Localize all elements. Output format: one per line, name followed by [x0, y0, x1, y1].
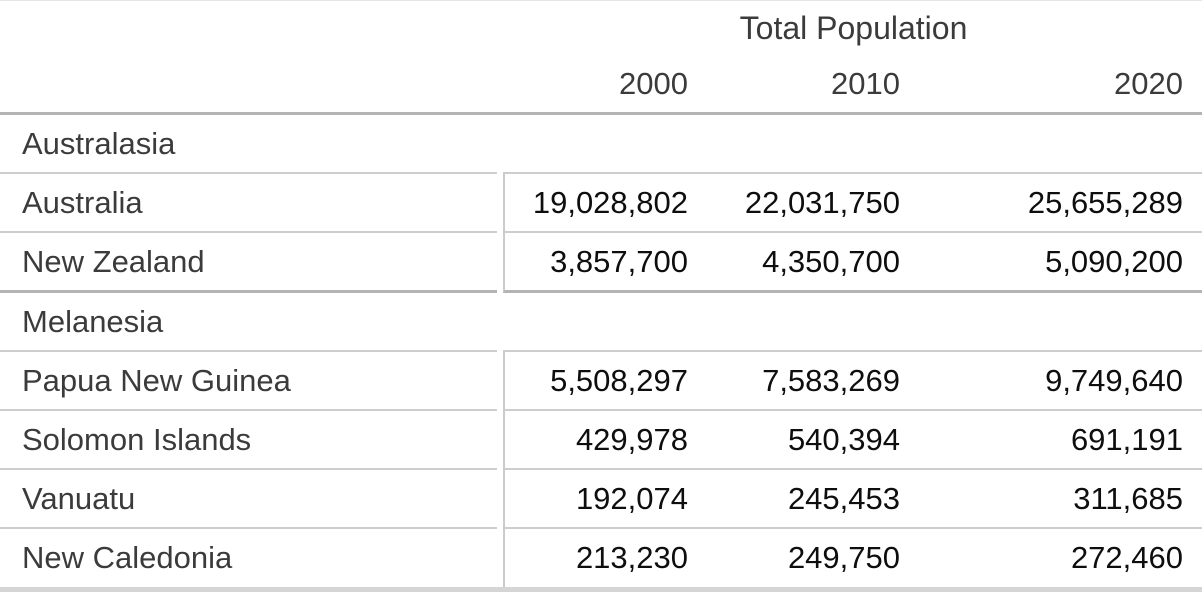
row-label: Vanuatu [0, 470, 497, 529]
row-label: Solomon Islands [0, 411, 497, 470]
value-2010: 540,394 [787, 421, 900, 457]
table-row-vanuatu: Vanuatu 192,074 245,453 311,685 [0, 470, 1202, 529]
value-2000: 429,978 [575, 421, 688, 457]
value-2010: 249,750 [787, 540, 900, 575]
table-row-new-caledonia: New Caledonia 213,230 249,750 272,460 [0, 529, 1202, 587]
row-values: 213,230 249,750 272,460 [503, 529, 1202, 587]
section-header-australasia: Australasia [0, 115, 1202, 174]
row-label: New Zealand [0, 233, 497, 293]
table-row-papua-new-guinea: Papua New Guinea 5,508,297 7,583,269 9,7… [0, 352, 1202, 411]
year-header-row: 2000 2010 2020 [0, 55, 1202, 112]
row-label: Papua New Guinea [0, 352, 497, 411]
header-divider-line [0, 112, 1202, 115]
value-2000: 19,028,802 [532, 184, 688, 220]
table-row-australia: Australia 19,028,802 22,031,750 25,655,2… [0, 174, 1202, 233]
section-empty-cells [503, 115, 1202, 174]
row-values: 429,978 540,394 691,191 [503, 411, 1202, 470]
value-2000: 5,508,297 [550, 362, 688, 398]
row-label: New Caledonia [22, 540, 233, 575]
section-name: Australasia [0, 115, 497, 174]
value-2000: 192,074 [575, 480, 688, 516]
value-2000: 3,857,700 [550, 243, 688, 279]
value-2020: 25,655,289 [1027, 184, 1183, 220]
table-title-row: Total Population [0, 1, 1202, 55]
row-values: 192,074 245,453 311,685 [503, 470, 1202, 529]
table-row-new-zealand: New Zealand 3,857,700 4,350,700 5,090,20… [0, 233, 1202, 293]
section-name: Melanesia [0, 293, 497, 352]
table-row-solomon-islands: Solomon Islands 429,978 540,394 691,191 [0, 411, 1202, 470]
table-bottom-border [0, 587, 1202, 592]
value-2010: 22,031,750 [744, 184, 900, 220]
row-values: 3,857,700 4,350,700 5,090,200 [503, 233, 1202, 293]
year-row-spacer [0, 55, 497, 112]
row-values: 5,508,297 7,583,269 9,749,640 [503, 352, 1202, 411]
year-header-2010: 2010 [831, 65, 900, 101]
value-2000: 213,230 [575, 540, 688, 575]
year-header-2020: 2020 [1114, 65, 1183, 101]
year-headers: 2000 2010 2020 [503, 55, 1202, 112]
value-2020: 311,685 [1073, 480, 1183, 516]
value-2010: 7,583,269 [762, 362, 900, 398]
table-title: Total Population [739, 9, 968, 46]
value-2020: 9,749,640 [1045, 362, 1183, 398]
title-row-spacer [0, 1, 497, 55]
value-2020: 691,191 [1070, 421, 1183, 457]
section-empty-cells [503, 293, 1202, 352]
value-2010: 245,453 [787, 480, 900, 516]
row-values: 19,028,802 22,031,750 25,655,289 [503, 174, 1202, 233]
year-header-2000: 2000 [619, 65, 688, 101]
value-2010: 4,350,700 [762, 243, 900, 279]
value-2020: 5,090,200 [1045, 243, 1183, 279]
row-label: Australia [0, 174, 497, 233]
section-header-melanesia: Melanesia [0, 293, 1202, 352]
value-2020: 272,460 [1070, 540, 1183, 575]
